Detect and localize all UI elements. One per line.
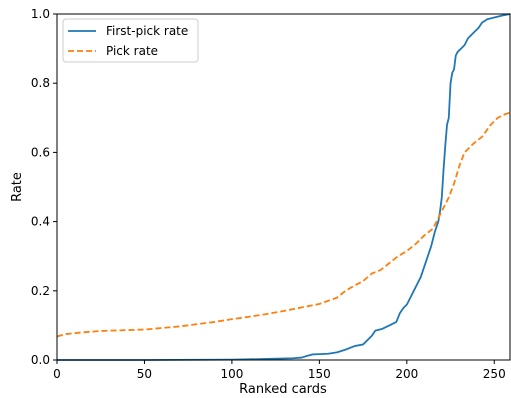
y-tick-label: 0.6 (31, 145, 50, 159)
x-tick-label: 250 (483, 367, 506, 381)
x-tick-label: 100 (220, 367, 243, 381)
series-line-2 (57, 111, 510, 338)
x-tick-label: 50 (137, 367, 152, 381)
x-tick-label: 0 (53, 367, 61, 381)
legend: First-pick rate Pick rate (62, 18, 199, 63)
x-axis-label: Ranked cards (239, 382, 327, 397)
y-tick-label: 0.0 (31, 353, 50, 367)
series-line-1 (57, 13, 510, 361)
y-tick-label: 1.0 (31, 7, 50, 21)
axes-frame (56, 13, 511, 361)
y-axis-ticks: 0.0 0.2 0.4 0.6 0.8 1.0 (31, 7, 57, 367)
y-tick-label: 0.8 (31, 76, 50, 90)
plot-area (56, 13, 511, 361)
legend-box (62, 18, 199, 63)
y-tick-label: 0.4 (31, 215, 50, 229)
y-axis-label: Rate (10, 172, 25, 202)
x-tick-label: 200 (395, 367, 418, 381)
x-axis-ticks: 0 50 100 150 200 250 (53, 360, 506, 381)
legend-label-2: Pick rate (106, 44, 158, 58)
x-tick-label: 150 (308, 367, 331, 381)
legend-label-1: First-pick rate (106, 24, 188, 38)
y-tick-label: 0.2 (31, 284, 50, 298)
